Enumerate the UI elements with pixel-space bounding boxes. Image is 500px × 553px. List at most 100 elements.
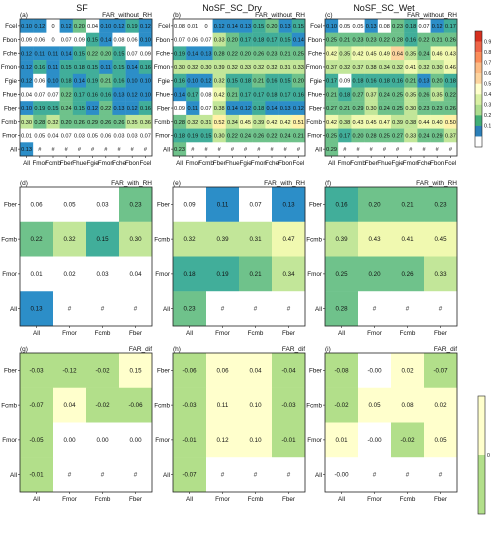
cell-value: #	[78, 147, 82, 153]
cell-value: 0.30	[21, 120, 32, 126]
heatmap-cell	[252, 19, 266, 33]
heatmap-cell	[138, 87, 153, 102]
heatmap-cell	[199, 142, 213, 157]
cell-value: 0.32	[183, 236, 196, 243]
heatmap-cell	[364, 73, 378, 88]
heatmap-panel-a: (a) FAR_without_RH0.10 0.12 0 0.12 0.20 0.04 0.…	[1, 12, 153, 167]
cell-value: 0.07	[34, 92, 45, 98]
cell-value: 0.15	[227, 79, 238, 85]
cell-value: 0.34	[282, 271, 295, 278]
heatmap-panel-e: (e) FAR_with_RH 0.09 0.11 0.07 0.13 0.32 0.39 0.…	[154, 180, 306, 337]
heatmap-cell	[239, 457, 273, 493]
cell-value: #	[131, 147, 135, 153]
heatmap-cell	[325, 221, 359, 257]
cell-value: 0.30	[214, 133, 225, 139]
cell-value: 0.15	[293, 24, 304, 30]
x-tick-label: Fbon	[278, 160, 293, 167]
cell-value: 0.00	[63, 437, 76, 444]
heatmap-cell	[99, 19, 113, 33]
heatmap-cell	[404, 87, 418, 102]
y-tick-label: Fber	[157, 105, 170, 112]
heatmap-cell	[351, 73, 365, 88]
cell-value: 0.18	[253, 106, 264, 112]
cell-value: 0.16	[34, 65, 45, 71]
cell-value: 0.15	[280, 79, 291, 85]
x-tick-label: Fcmb	[248, 330, 264, 337]
x-tick-label: Fcel	[139, 160, 151, 167]
y-tick-label: All	[315, 146, 322, 153]
cell-value: 0.45	[434, 236, 447, 243]
heatmap-cell	[265, 60, 279, 74]
cell-value: 0.05	[434, 437, 447, 444]
heatmap-cell	[199, 19, 213, 33]
cell-value: 0.28	[174, 120, 185, 126]
heatmap-cell	[265, 142, 279, 157]
heatmap-cell	[173, 187, 207, 222]
y-tick-label: Fmor	[155, 133, 170, 140]
cell-value: 0.02	[63, 271, 76, 278]
cell-value: 0.15	[129, 367, 142, 374]
x-tick-label: Fber	[282, 496, 295, 503]
cell-value: 0.21	[100, 79, 111, 85]
heatmap-cell	[173, 256, 207, 292]
y-tick-label: Fber	[4, 202, 17, 209]
cell-value: 0.20	[267, 24, 278, 30]
heatmap-cell	[278, 128, 292, 143]
cell-value: 0.18	[379, 79, 390, 85]
cell-value: -0.07	[29, 402, 44, 409]
heatmap-cell	[225, 128, 240, 143]
cell-value: 0.29	[326, 147, 337, 153]
heatmap-cell	[86, 60, 100, 74]
heatmap-cell	[86, 32, 100, 47]
cell-value: 0.35	[127, 120, 138, 126]
cell-value: 0.18	[74, 65, 85, 71]
panel-title: FAR_without_RH	[255, 12, 305, 19]
heatmap-cell	[119, 457, 153, 493]
cell-value: 0.27	[353, 92, 364, 98]
cell-value: -0.08	[334, 367, 349, 374]
y-tick-label: All	[10, 146, 17, 153]
x-tick-label: Fmor	[337, 160, 352, 167]
heatmap-cell	[119, 187, 153, 222]
cell-value: 0.14	[174, 92, 185, 98]
x-tick-label: Fcel	[444, 160, 456, 167]
heatmap-cell	[252, 46, 266, 61]
heatmap-cell	[20, 142, 34, 157]
cell-value: 0.32	[339, 65, 350, 71]
cell-value: 0.39	[335, 236, 348, 243]
y-tick-label: Fcmb	[154, 236, 170, 243]
colorbar-swatch	[475, 94, 482, 106]
cell-value: 0.18	[61, 79, 72, 85]
cell-value: 0.38	[405, 120, 416, 126]
cell-value: 0.30	[129, 236, 142, 243]
heatmap-cell	[33, 60, 47, 74]
cell-value: 0.19	[34, 106, 45, 112]
cell-value: 0.29	[353, 106, 364, 112]
x-tick-label: Fmor	[32, 160, 47, 167]
cell-value: 0.22	[379, 38, 390, 44]
heatmap-cell	[325, 73, 339, 88]
cell-value: 0.15	[253, 24, 264, 30]
cell-value: 0.17	[187, 92, 198, 98]
cell-value: 0.42	[280, 120, 291, 126]
heatmap-cell	[173, 46, 187, 61]
cell-value: 0.04	[21, 92, 32, 98]
cell-value: #	[409, 147, 413, 153]
cell-value: 0.33	[434, 271, 447, 278]
heatmap-cell	[391, 60, 405, 74]
cell-value: 0.04	[63, 402, 76, 409]
cell-value: 0.14	[127, 65, 138, 71]
heatmap-cell	[186, 142, 200, 157]
heatmap-cell	[186, 32, 200, 47]
cell-value: 0.04	[48, 133, 59, 139]
heatmap-cell	[86, 422, 120, 458]
heatmap-cell	[364, 142, 378, 157]
heatmap-cell	[358, 291, 392, 327]
cell-value: 0.12	[114, 24, 125, 30]
y-tick-label: Fmon	[154, 64, 171, 71]
heatmap-cell	[430, 142, 444, 157]
heatmap-cell	[291, 46, 306, 61]
cell-value: 0.50	[445, 120, 456, 126]
panel-frame	[324, 352, 458, 493]
cell-value: 0.13	[280, 24, 291, 30]
